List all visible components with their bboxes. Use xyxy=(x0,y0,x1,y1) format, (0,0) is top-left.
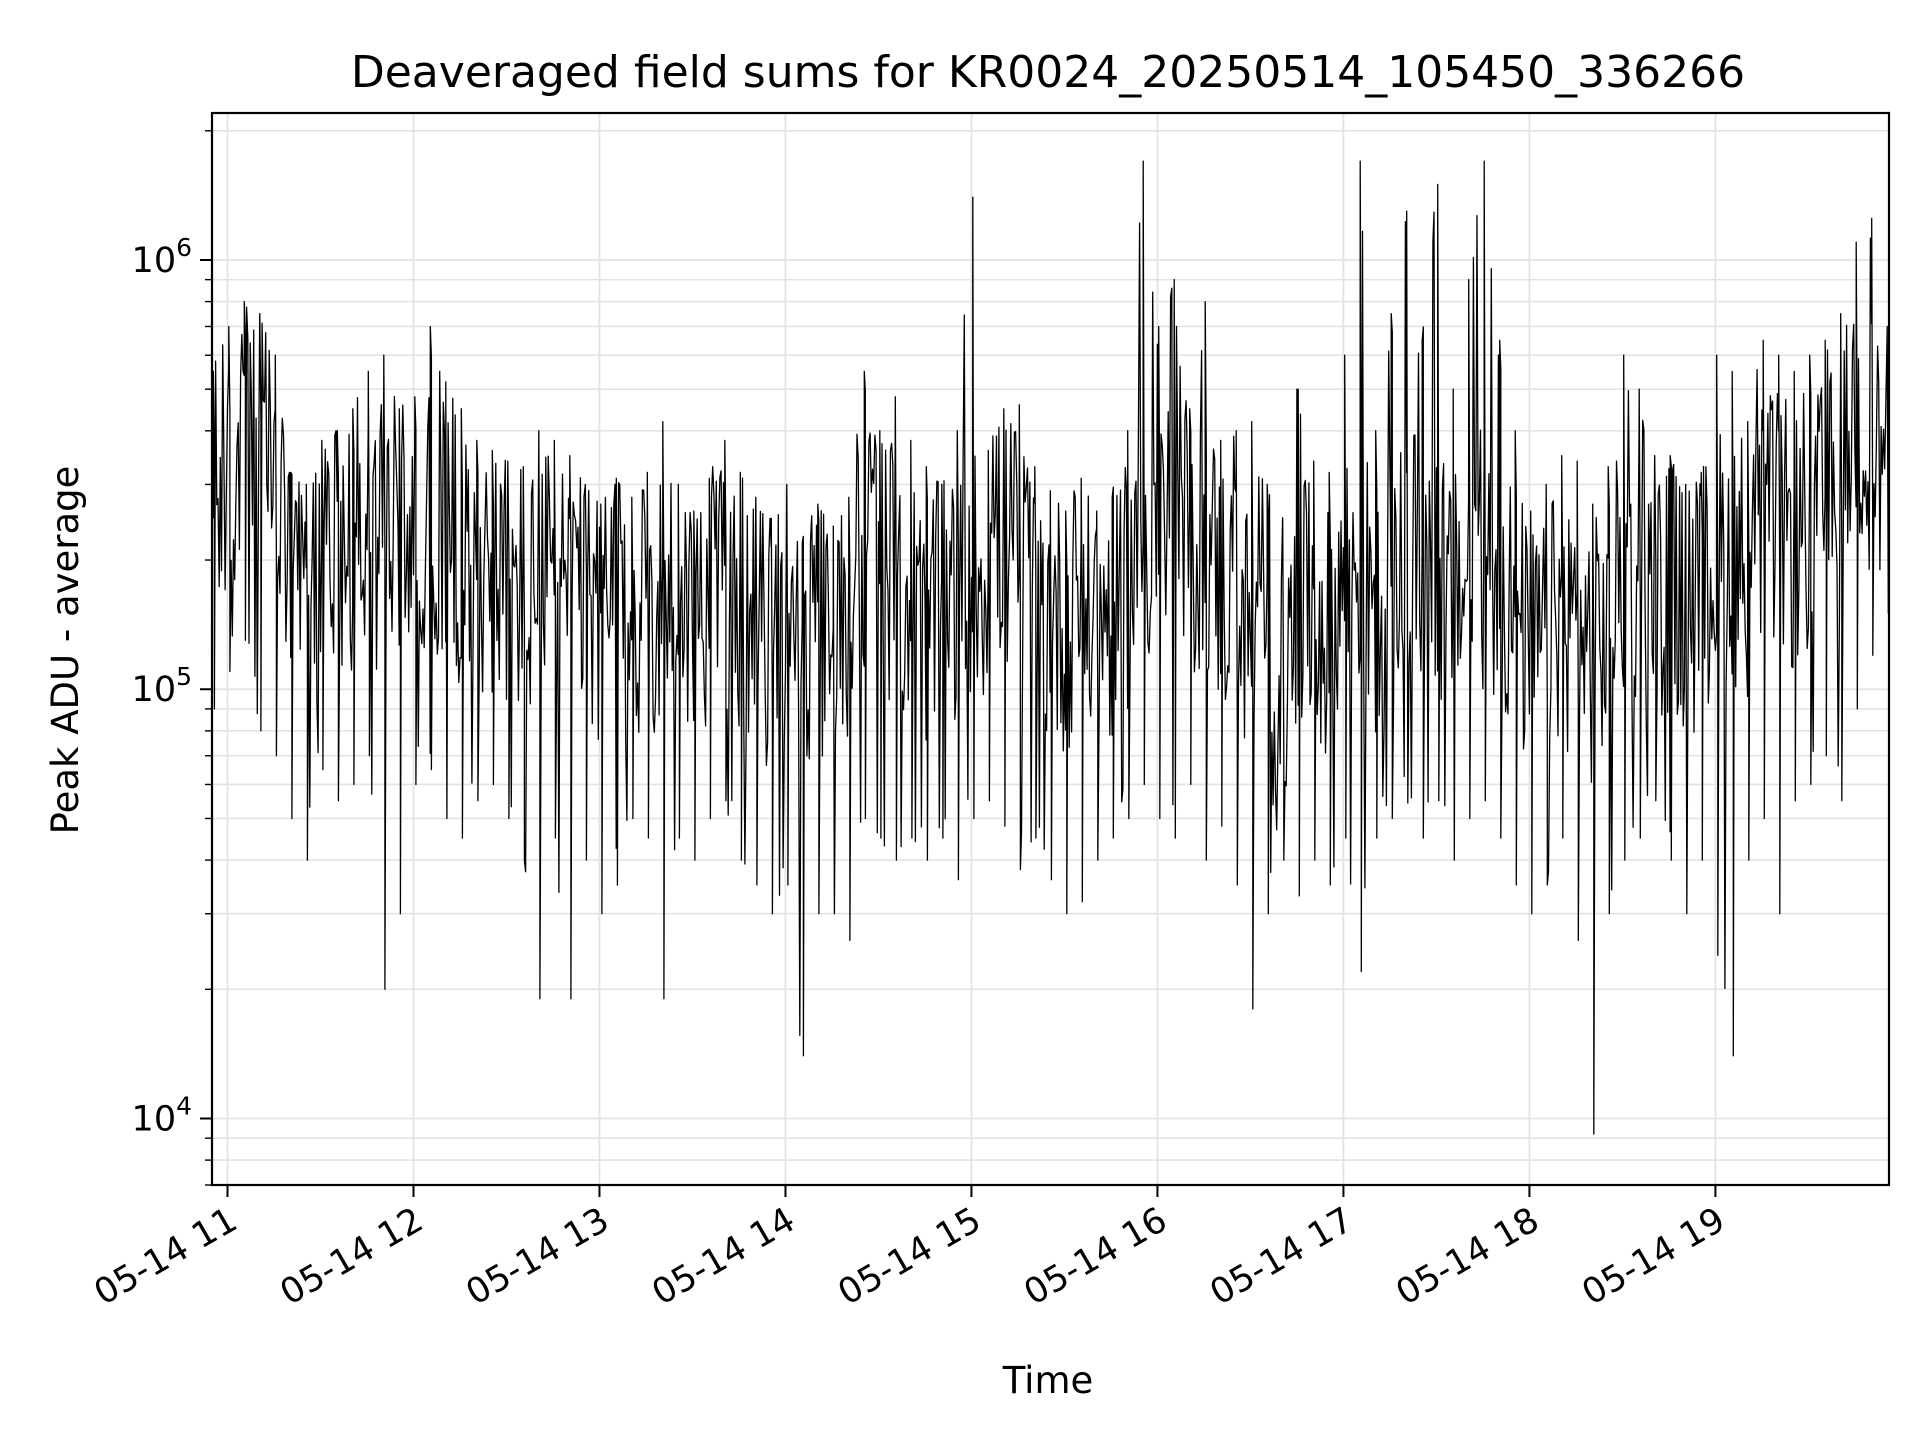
data-series-line xyxy=(211,160,1889,1135)
y-tick-label: 105 xyxy=(132,662,192,710)
y-tick-label: 104 xyxy=(132,1092,192,1140)
y-axis-title: Peak ADU - average xyxy=(44,466,87,835)
y-tick-label-base: 10 xyxy=(132,670,177,710)
y-tick-label: 106 xyxy=(132,233,192,281)
series-layer xyxy=(211,160,1889,1135)
y-tick-label-exponent: 6 xyxy=(176,233,192,262)
chart-title: Deaveraged field sums for KR0024_2025051… xyxy=(351,47,1745,98)
y-tick-label-base: 10 xyxy=(132,1100,177,1140)
plot-frame xyxy=(210,111,1891,1187)
y-tick-label-exponent: 4 xyxy=(176,1092,192,1121)
y-tick-label-base: 10 xyxy=(132,241,177,281)
x-axis-title: Time xyxy=(1002,1359,1094,1402)
y-tick-label-exponent: 5 xyxy=(176,662,192,691)
